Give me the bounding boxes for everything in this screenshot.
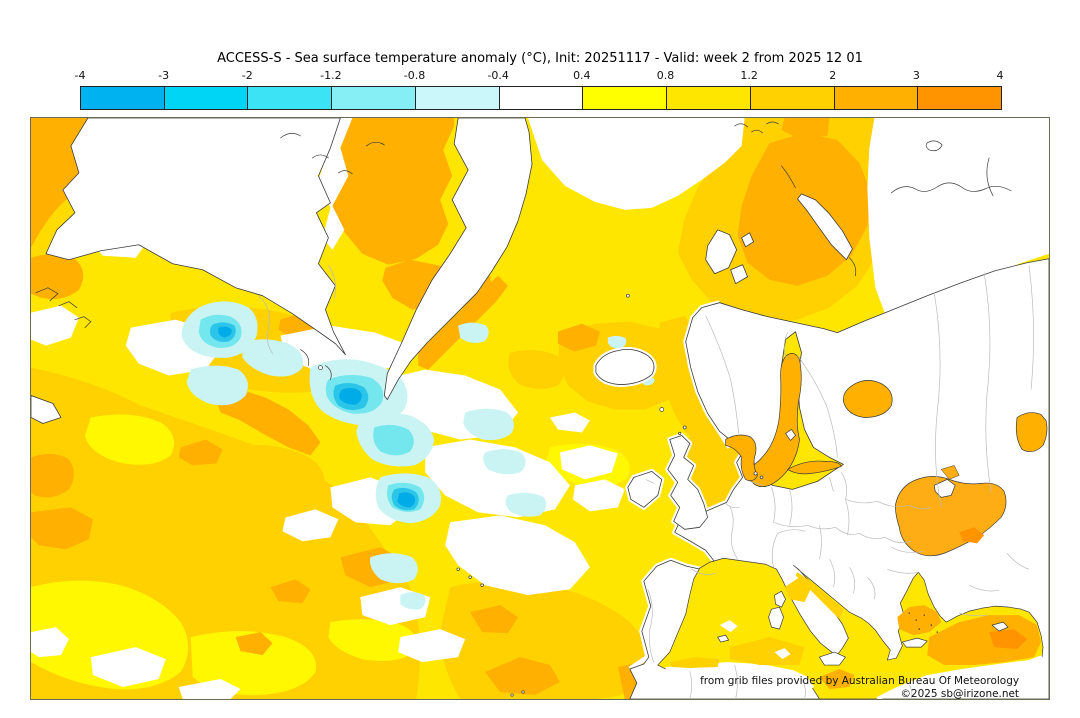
- land-svalbard: [705, 229, 738, 275]
- kattegat-skagerrak: [725, 434, 758, 482]
- colorbar-tick: 1.2: [740, 69, 758, 82]
- country-borders: [645, 265, 1034, 699]
- mediterranean-details: [665, 429, 1043, 699]
- colorbar-segment: [749, 87, 834, 109]
- island-sicily: [819, 651, 846, 666]
- colorbar-tick: -4: [74, 69, 86, 82]
- east-med-warm: [927, 615, 1042, 666]
- island-crete: [901, 637, 928, 648]
- map-svg: from grib files provided by Australian B…: [31, 118, 1049, 699]
- island-sardinia: [768, 606, 784, 630]
- land-greenland: [383, 118, 533, 400]
- small-islands: [318, 293, 687, 697]
- colorbar-tick: 0.8: [656, 69, 675, 82]
- white-sea: [842, 380, 893, 418]
- gulf-of-finland: [787, 460, 842, 475]
- land-iceland: [595, 349, 655, 385]
- colorbar-segment: [414, 87, 499, 109]
- colorbar-tick: -0.8: [403, 69, 426, 82]
- island-shetland: [682, 425, 687, 430]
- page-title: ACCESS-S - Sea surface temperature anoma…: [217, 51, 863, 66]
- attribution-source: from grib files provided by Australian B…: [700, 675, 1019, 687]
- island-azores-3: [480, 583, 484, 587]
- island-corsica: [774, 590, 786, 608]
- colorbar-segment: [81, 87, 164, 109]
- island-orkney: [678, 431, 682, 436]
- island-azores-2: [468, 575, 472, 579]
- colorbar-segment: [247, 87, 332, 109]
- map-frame: from grib files provided by Australian B…: [30, 117, 1050, 700]
- aegean-islets: [908, 612, 938, 633]
- colorbar-segment: [666, 87, 750, 109]
- caspian-sea-nw: [1015, 412, 1048, 453]
- island-faroe: [659, 407, 665, 412]
- colorbar-tick: 3: [912, 69, 920, 82]
- colorbar-segment: [833, 87, 918, 109]
- sea-of-azov: [940, 465, 960, 480]
- colorbar-tick: 0.4: [573, 69, 591, 82]
- coastline-details: [35, 121, 1012, 380]
- colorbar-segment: [917, 87, 1002, 109]
- island-gotland: [785, 429, 796, 441]
- land-ireland: [627, 470, 663, 508]
- land-novaya-zemlya: [797, 193, 853, 261]
- land-baffin-labrador: [45, 118, 346, 355]
- island-jan-mayen: [625, 293, 630, 298]
- land-great-britain: [667, 435, 709, 530]
- baltic-bothnia: [748, 352, 802, 488]
- island-canary: [510, 693, 514, 697]
- island-crimea: [933, 479, 956, 498]
- land-newfoundland-tip: [31, 395, 62, 424]
- colorbar-tick: 4: [996, 69, 1004, 82]
- colorbar-segment: [331, 87, 415, 109]
- colorbar-segment: [582, 87, 667, 109]
- colorbar-tick: -3: [158, 69, 170, 82]
- island-balearics: [717, 634, 729, 643]
- aegean-warm: [897, 605, 942, 636]
- island-cyprus: [991, 621, 1009, 632]
- colorbar-tick: 2: [829, 69, 837, 82]
- attribution-copyright: ©2025 sb@irizone.net: [900, 688, 1019, 699]
- colorbar-tick: -0.4: [487, 69, 509, 82]
- colorbar-ticks: -4 -3 -2 -1.2 -0.8 -0.4 0.4 0.8 1.2 2 3 4: [75, 69, 1004, 83]
- colorbar-tick: -2: [241, 69, 253, 82]
- colorbar-segment: [498, 87, 583, 109]
- colorbar-tick: -1.2: [320, 69, 342, 82]
- island-madeira: [521, 690, 525, 694]
- colorbar: [80, 86, 1002, 110]
- island-azores-1: [456, 567, 460, 571]
- attribution: from grib files provided by Australian B…: [700, 675, 1019, 699]
- colorbar-segment: [163, 87, 248, 109]
